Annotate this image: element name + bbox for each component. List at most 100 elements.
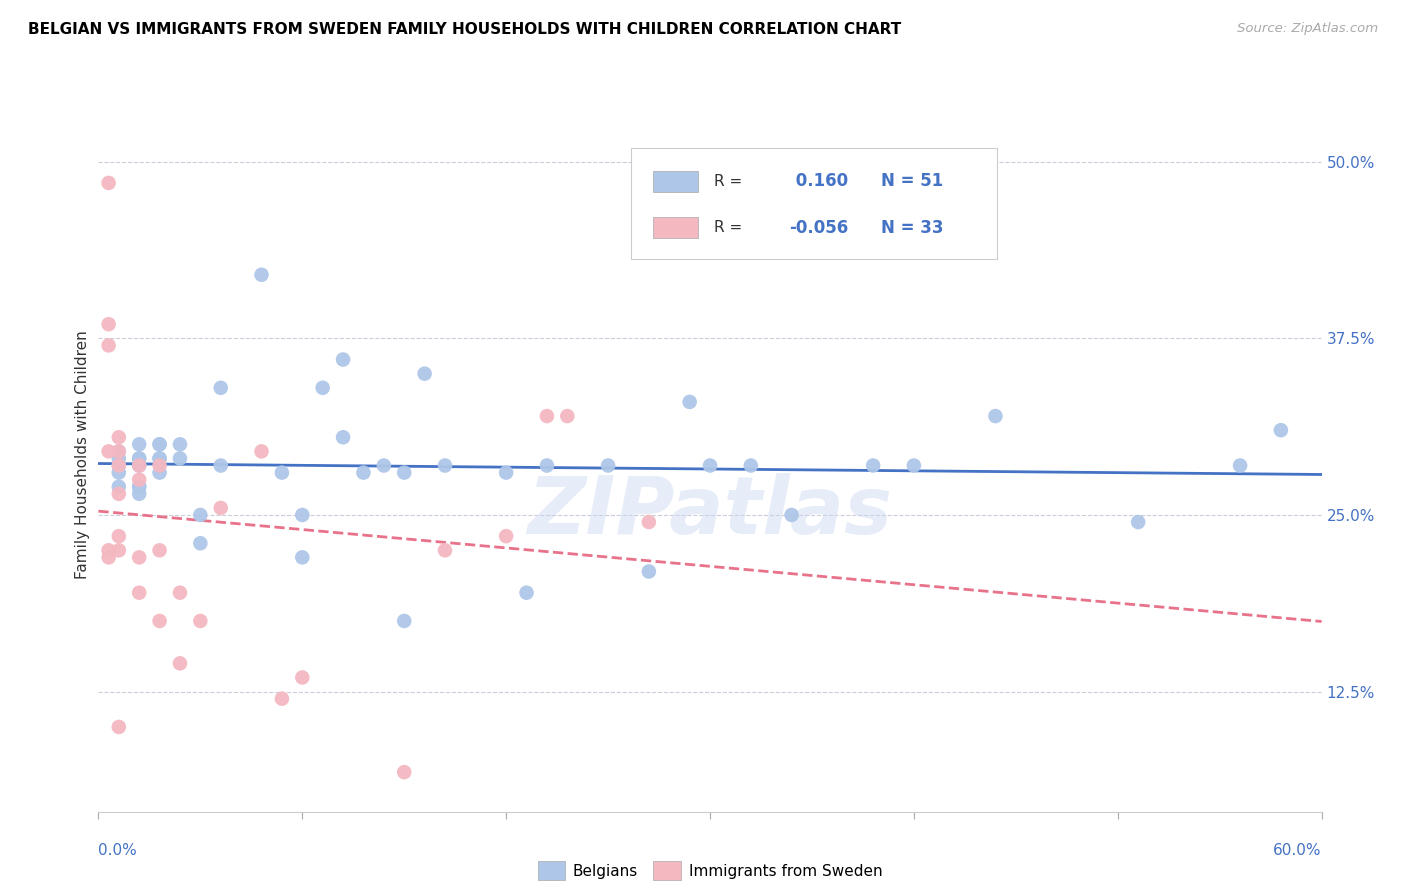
Point xyxy=(209,458,232,473)
Point xyxy=(250,444,273,458)
Point xyxy=(97,317,120,331)
Point xyxy=(638,565,661,579)
Point xyxy=(740,458,762,473)
Point xyxy=(149,451,172,466)
Point xyxy=(209,381,232,395)
FancyBboxPatch shape xyxy=(630,148,997,259)
Point xyxy=(209,500,232,515)
Point xyxy=(128,458,150,473)
Point xyxy=(598,458,620,473)
Point xyxy=(97,543,120,558)
Point xyxy=(862,458,884,473)
Point xyxy=(699,458,721,473)
Point xyxy=(638,515,661,529)
Point xyxy=(108,487,131,501)
Point xyxy=(536,458,558,473)
Point xyxy=(149,458,172,473)
Point xyxy=(108,444,131,458)
Point xyxy=(332,352,354,367)
Text: 60.0%: 60.0% xyxy=(1274,843,1322,858)
Y-axis label: Family Households with Children: Family Households with Children xyxy=(75,331,90,579)
Point xyxy=(291,508,314,522)
Point xyxy=(495,466,517,480)
Point xyxy=(312,381,335,395)
Point xyxy=(536,409,558,423)
FancyBboxPatch shape xyxy=(652,217,699,238)
Point xyxy=(97,550,120,565)
Text: R =: R = xyxy=(714,174,742,189)
Point xyxy=(413,367,436,381)
Point xyxy=(108,529,131,543)
Point xyxy=(270,691,294,706)
Point xyxy=(108,458,131,473)
Point xyxy=(1128,515,1150,529)
Point xyxy=(128,451,150,466)
Point xyxy=(128,480,150,494)
Point xyxy=(108,543,131,558)
Point xyxy=(149,466,172,480)
Point xyxy=(169,657,191,671)
Point xyxy=(188,614,212,628)
Text: N = 33: N = 33 xyxy=(882,219,943,236)
Point xyxy=(1229,458,1251,473)
Point xyxy=(291,671,314,685)
Point xyxy=(392,614,416,628)
Point xyxy=(128,473,150,487)
Point xyxy=(270,466,294,480)
Point xyxy=(128,458,150,473)
Point xyxy=(108,444,131,458)
Text: -0.056: -0.056 xyxy=(790,219,849,236)
Point xyxy=(97,176,120,190)
Point xyxy=(108,720,131,734)
Point xyxy=(108,480,131,494)
Legend: Belgians, Immigrants from Sweden: Belgians, Immigrants from Sweden xyxy=(531,855,889,886)
Point xyxy=(97,444,120,458)
Point xyxy=(128,550,150,565)
FancyBboxPatch shape xyxy=(652,170,699,192)
Point xyxy=(373,458,395,473)
Point xyxy=(108,451,131,466)
Point xyxy=(250,268,273,282)
Point xyxy=(149,543,172,558)
Point xyxy=(188,536,212,550)
Point xyxy=(495,529,517,543)
Point xyxy=(188,508,212,522)
Point xyxy=(516,585,538,599)
Point xyxy=(149,437,172,451)
Point xyxy=(108,458,131,473)
Point xyxy=(557,409,579,423)
Point xyxy=(169,451,191,466)
Point xyxy=(108,430,131,444)
Point xyxy=(679,395,702,409)
Point xyxy=(149,437,172,451)
Point xyxy=(128,487,150,501)
Point xyxy=(392,466,416,480)
Point xyxy=(128,585,150,599)
Text: R =: R = xyxy=(714,220,742,235)
Point xyxy=(108,466,131,480)
Point xyxy=(291,550,314,565)
Point xyxy=(169,585,191,599)
Text: ZIPatlas: ZIPatlas xyxy=(527,473,893,551)
Text: BELGIAN VS IMMIGRANTS FROM SWEDEN FAMILY HOUSEHOLDS WITH CHILDREN CORRELATION CH: BELGIAN VS IMMIGRANTS FROM SWEDEN FAMILY… xyxy=(28,22,901,37)
Point xyxy=(903,458,925,473)
Point xyxy=(128,451,150,466)
Point xyxy=(780,508,803,522)
Text: 0.160: 0.160 xyxy=(790,172,848,190)
Point xyxy=(332,430,354,444)
Point xyxy=(128,480,150,494)
Point xyxy=(434,543,457,558)
Point xyxy=(128,437,150,451)
Text: 0.0%: 0.0% xyxy=(98,843,138,858)
Text: N = 51: N = 51 xyxy=(882,172,943,190)
Text: Source: ZipAtlas.com: Source: ZipAtlas.com xyxy=(1237,22,1378,36)
Point xyxy=(434,458,457,473)
Point xyxy=(392,765,416,780)
Point xyxy=(149,451,172,466)
Point xyxy=(984,409,1007,423)
Point xyxy=(97,338,120,352)
Point xyxy=(1270,423,1292,437)
Point xyxy=(169,437,191,451)
Point xyxy=(352,466,374,480)
Point xyxy=(149,614,172,628)
